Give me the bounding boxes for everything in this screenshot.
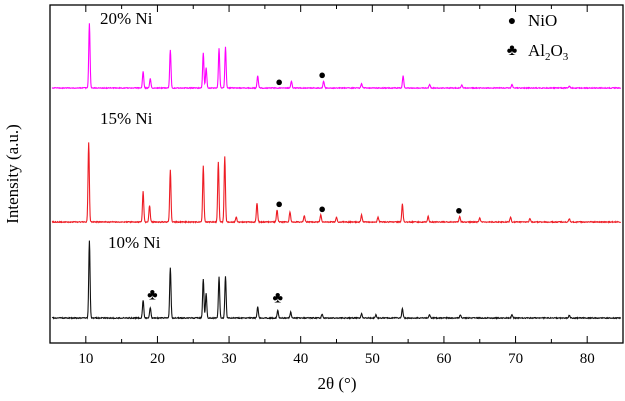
- phase-marker-2-1: ●: [275, 196, 283, 211]
- x-tick-label-20: 20: [150, 351, 165, 367]
- phase-marker-3-2: ♣: [273, 290, 284, 307]
- series-labels: 20% Ni 15% Ni 10% Ni: [100, 9, 161, 252]
- phase-marker-1-2: ●: [318, 67, 326, 82]
- legend-nio-marker: ●: [508, 14, 516, 29]
- legend: ● NiO ♣ Al2O3: [507, 11, 569, 63]
- y-axis-label: Intensity (a.u.): [3, 124, 22, 224]
- phase-marker-2-2: ●: [318, 201, 326, 216]
- x-axis-tick-labels: 10 20 30 40 50 60 70 80: [78, 351, 594, 367]
- series-label-2: 15% Ni: [100, 109, 153, 128]
- series-label-3: 10% Ni: [108, 233, 161, 252]
- phase-marker-3-1: ♣: [147, 286, 158, 303]
- x-tick-label-60: 60: [436, 351, 451, 367]
- phase-markers: ● ● ● ● ● ♣ ♣: [147, 67, 463, 306]
- legend-al2o3-marker: ♣: [507, 42, 518, 59]
- x-axis-ticks: [49, 5, 624, 343]
- legend-nio-label: NiO: [528, 11, 557, 30]
- series-line-2: [51, 142, 622, 224]
- x-axis-label: 2θ (°): [317, 374, 356, 393]
- x-tick-label-50: 50: [365, 351, 380, 367]
- legend-al2o3-label: Al2O3: [528, 41, 569, 63]
- x-tick-label-40: 40: [293, 351, 308, 367]
- phase-marker-2-3: ●: [455, 202, 463, 217]
- series-line-1: [51, 23, 621, 90]
- x-tick-label-30: 30: [222, 351, 237, 367]
- x-tick-label-10: 10: [78, 351, 93, 367]
- series-line-3: [51, 240, 622, 320]
- x-tick-label-70: 70: [508, 351, 523, 367]
- phase-marker-1-1: ●: [275, 74, 283, 89]
- series-curves: [51, 23, 622, 320]
- series-label-1: 20% Ni: [100, 9, 153, 28]
- x-tick-label-80: 80: [580, 351, 595, 367]
